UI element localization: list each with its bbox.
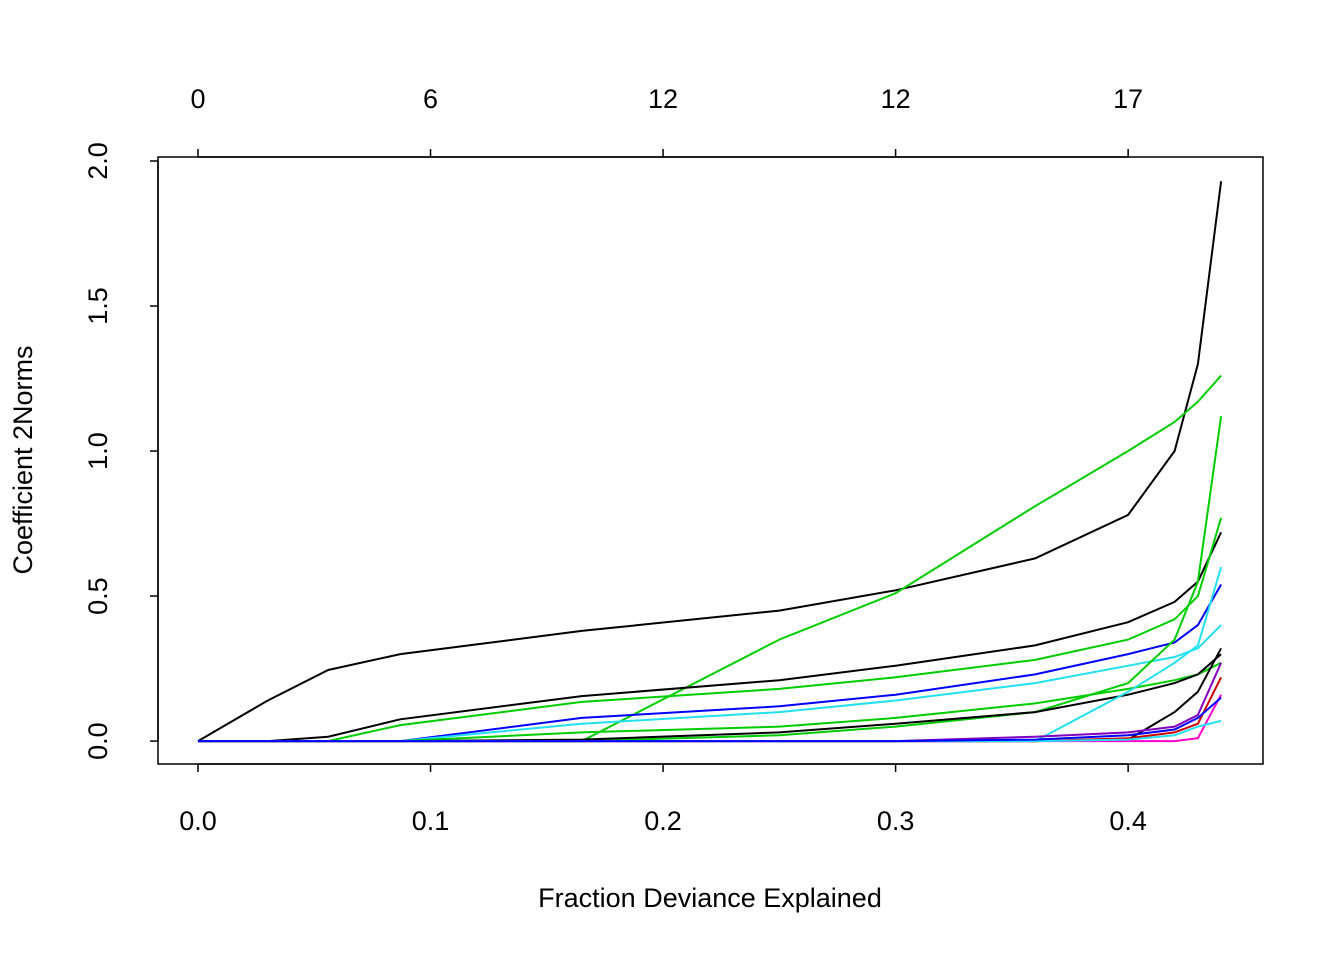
coef-line [198,517,1223,743]
coef-line [198,696,1222,743]
coef-line [198,566,1223,743]
coef-line [198,531,1223,743]
x2-tick-label: 6 [423,84,438,114]
x-tick-label: 0.2 [644,806,682,836]
coef-line [198,584,1222,743]
x2-tick-label: 12 [881,84,911,114]
x2-tick-label: 0 [190,84,205,114]
y-tick-label: 1.0 [83,432,113,470]
x2-tick-label: 12 [648,84,678,114]
x-tick-label: 0.1 [412,806,450,836]
coef-line [197,181,1223,742]
x-tick-label: 0.3 [877,806,915,836]
y-tick-label: 0.5 [83,577,113,615]
y-tick-label: 0.0 [83,722,113,760]
x-tick-label: 0.4 [1109,806,1147,836]
y-tick-label: 2.0 [83,142,113,180]
y-axis-label: Coefficient 2Norms [8,345,38,574]
x-tick-label: 0.0 [179,806,217,836]
x-axis-label: Fraction Deviance Explained [538,883,882,913]
y-tick-label: 1.5 [83,287,113,325]
x2-tick-label: 17 [1113,84,1143,114]
coef-line [198,647,1222,743]
coef-line [198,416,1223,743]
